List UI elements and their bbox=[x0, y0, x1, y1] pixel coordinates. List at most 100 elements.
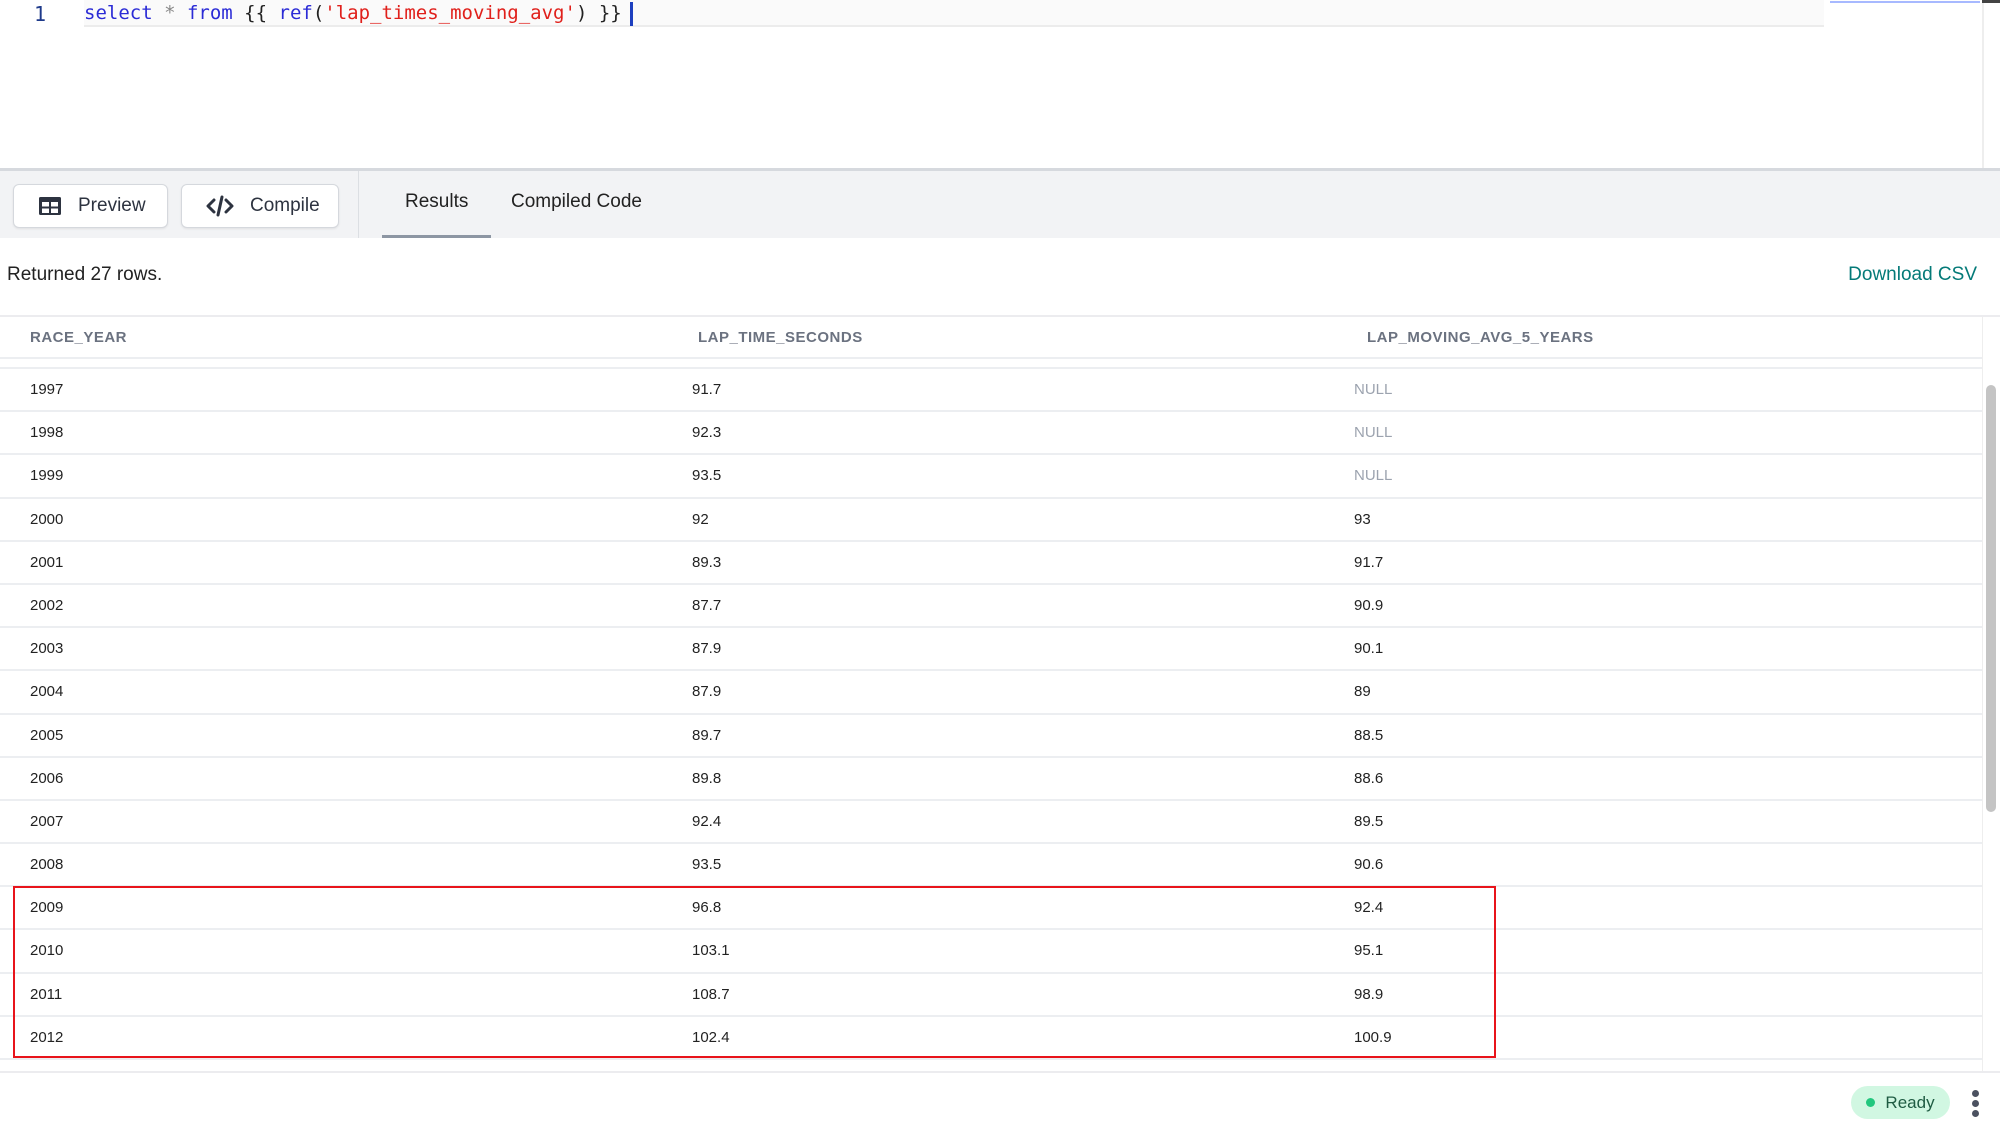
code-function: ref bbox=[278, 2, 313, 24]
table-row[interactable]: 2004 87.9 89 bbox=[0, 671, 1982, 715]
download-csv-link[interactable]: Download CSV bbox=[1848, 264, 1977, 285]
cell-race-year: 2001 bbox=[30, 553, 64, 571]
cell-lap-time-seconds: 108.7 bbox=[692, 985, 730, 1003]
cell-lap-time-seconds: 102.4 bbox=[692, 1028, 730, 1046]
toolbar-divider bbox=[358, 171, 359, 238]
tab-results[interactable]: Results bbox=[382, 191, 492, 238]
cell-lap-moving-avg: 89 bbox=[1354, 683, 1371, 701]
table-row[interactable]: 2009 96.8 92.4 bbox=[0, 887, 1982, 931]
cell-lap-time-seconds: 89.7 bbox=[692, 726, 722, 744]
cell-lap-time-seconds: 96.8 bbox=[692, 899, 722, 917]
table-row[interactable]: 2010 103.1 95.1 bbox=[0, 930, 1982, 974]
table-row[interactable]: 2006 89.8 88.6 bbox=[0, 758, 1982, 801]
cell-lap-time-seconds: 92.3 bbox=[692, 424, 722, 442]
cell-race-year: 2005 bbox=[30, 726, 64, 744]
cell-lap-moving-avg: 92.4 bbox=[1354, 899, 1384, 917]
cell-race-year: 2004 bbox=[30, 683, 64, 701]
table-row[interactable]: 2011 108.7 98.9 bbox=[0, 974, 1982, 1017]
divider bbox=[0, 315, 2000, 317]
cell-lap-time-seconds: 87.9 bbox=[692, 683, 722, 701]
table-row[interactable]: 2003 87.9 90.1 bbox=[0, 628, 1982, 672]
cell-race-year: 2012 bbox=[30, 1028, 64, 1046]
cell-lap-moving-avg: 90.9 bbox=[1354, 596, 1384, 614]
code-editor[interactable]: 1 select * from {{ ref('lap_times_moving… bbox=[0, 0, 2000, 168]
cell-lap-moving-avg: 95.1 bbox=[1354, 942, 1384, 960]
cell-lap-moving-avg: 100.9 bbox=[1354, 1028, 1392, 1046]
cell-race-year: 2011 bbox=[30, 985, 63, 1003]
more-options-icon[interactable] bbox=[1970, 1090, 1980, 1117]
cell-race-year: 2003 bbox=[30, 640, 64, 658]
table-row[interactable]: 1997 91.7 NULL bbox=[0, 369, 1982, 413]
cell-lap-time-seconds: 87.9 bbox=[692, 640, 722, 658]
cell-race-year: 2010 bbox=[30, 942, 64, 960]
cell-lap-time-seconds: 103.1 bbox=[692, 942, 730, 960]
table-row[interactable]: 1998 92.3 NULL bbox=[0, 412, 1982, 456]
editor-scrollbar[interactable] bbox=[1982, 0, 1984, 168]
cell-lap-time-seconds: 89.3 bbox=[692, 553, 722, 571]
cell-lap-moving-avg: 93 bbox=[1354, 510, 1371, 528]
rows-returned-summary: Returned 27 rows. bbox=[7, 264, 163, 285]
code-keyword-select: select bbox=[84, 2, 153, 24]
cell-lap-moving-avg: 90.6 bbox=[1354, 856, 1384, 874]
cell-lap-moving-avg: 88.6 bbox=[1354, 769, 1384, 787]
cell-lap-moving-avg: 88.5 bbox=[1354, 726, 1384, 744]
minimap[interactable] bbox=[1830, 1, 1980, 3]
table-row[interactable]: 2008 93.5 90.6 bbox=[0, 844, 1982, 888]
table-row[interactable]: 2005 89.7 88.5 bbox=[0, 715, 1982, 758]
cell-lap-moving-avg: 90.1 bbox=[1354, 640, 1384, 658]
table-row[interactable]: 2007 92.4 89.5 bbox=[0, 801, 1982, 845]
status-label: Ready bbox=[1885, 1092, 1935, 1112]
cell-lap-moving-avg: NULL bbox=[1354, 424, 1393, 442]
column-header-lap-time-seconds[interactable]: LAP_TIME_SECONDS bbox=[698, 329, 863, 346]
cell-race-year: 2002 bbox=[30, 596, 64, 614]
code-braces-open: {{ bbox=[232, 2, 279, 24]
cell-lap-time-seconds: 93.5 bbox=[692, 856, 722, 874]
code-braces-close: ) }} bbox=[575, 2, 622, 24]
preview-button[interactable]: Preview bbox=[13, 184, 168, 228]
table-row[interactable]: 2002 87.7 90.9 bbox=[0, 585, 1982, 629]
column-header-race-year[interactable]: RACE_YEAR bbox=[30, 329, 128, 346]
table-header: RACE_YEAR LAP_TIME_SECONDS LAP_MOVING_AV… bbox=[0, 317, 1982, 359]
line-number: 1 bbox=[34, 2, 47, 26]
cell-lap-time-seconds: 92 bbox=[692, 510, 709, 528]
compile-button[interactable]: Compile bbox=[181, 184, 339, 228]
cell-lap-moving-avg: 91.7 bbox=[1354, 553, 1384, 571]
status-badge: Ready bbox=[1851, 1086, 1950, 1119]
cell-race-year: 2007 bbox=[30, 812, 64, 830]
column-header-lap-moving-avg[interactable]: LAP_MOVING_AVG_5_YEARS bbox=[1367, 329, 1594, 346]
code-keyword-from: from bbox=[186, 2, 233, 24]
cell-race-year: 2008 bbox=[30, 856, 64, 874]
table-row[interactable]: 1999 93.5 NULL bbox=[0, 455, 1982, 499]
cell-lap-time-seconds: 87.7 bbox=[692, 596, 722, 614]
results-toolbar: Preview Compile Results Compiled Code bbox=[0, 168, 2000, 238]
cell-lap-moving-avg: NULL bbox=[1354, 381, 1393, 398]
table-row[interactable]: 2000 92 93 bbox=[0, 499, 1982, 542]
cell-race-year: 1997 bbox=[30, 381, 64, 398]
table-row[interactable]: 2012 102.4 100.9 bbox=[0, 1017, 1982, 1060]
cell-race-year: 2009 bbox=[30, 899, 64, 917]
status-dot-icon bbox=[1866, 1098, 1876, 1107]
text-cursor bbox=[629, 1, 633, 26]
cell-lap-moving-avg: NULL bbox=[1354, 467, 1393, 485]
code-string: 'lap_times_moving_avg' bbox=[324, 2, 576, 24]
results-table-body: 1997 91.7 NULL 1998 92.3 NULL 1999 93.5 NULL 2000… bbox=[0, 367, 1982, 1060]
table-row[interactable]: 2001 89.3 91.7 bbox=[0, 542, 1982, 585]
cell-race-year: 1998 bbox=[30, 424, 64, 442]
cell-lap-moving-avg: 89.5 bbox=[1354, 812, 1384, 830]
cell-race-year: 2000 bbox=[30, 510, 64, 528]
cell-lap-time-seconds: 89.8 bbox=[692, 769, 722, 787]
code-line[interactable]: select * from {{ ref('lap_times_moving_a… bbox=[84, 0, 1824, 27]
editor-scroll-thumb[interactable] bbox=[1982, 0, 2000, 3]
status-bar: Ready bbox=[0, 1071, 2000, 1124]
preview-label: Preview bbox=[78, 195, 146, 216]
cell-lap-moving-avg: 98.9 bbox=[1354, 985, 1384, 1003]
code-icon bbox=[206, 195, 234, 217]
compile-label: Compile bbox=[250, 195, 320, 216]
tab-compiled-code[interactable]: Compiled Code bbox=[511, 191, 642, 212]
table-scrollbar-thumb[interactable] bbox=[1986, 385, 1996, 812]
cell-lap-time-seconds: 93.5 bbox=[692, 467, 722, 485]
cell-race-year: 2006 bbox=[30, 769, 64, 787]
table-scroll-track[interactable] bbox=[1982, 317, 1983, 1077]
code-paren: ( bbox=[312, 2, 325, 24]
cell-lap-time-seconds: 92.4 bbox=[692, 812, 722, 830]
